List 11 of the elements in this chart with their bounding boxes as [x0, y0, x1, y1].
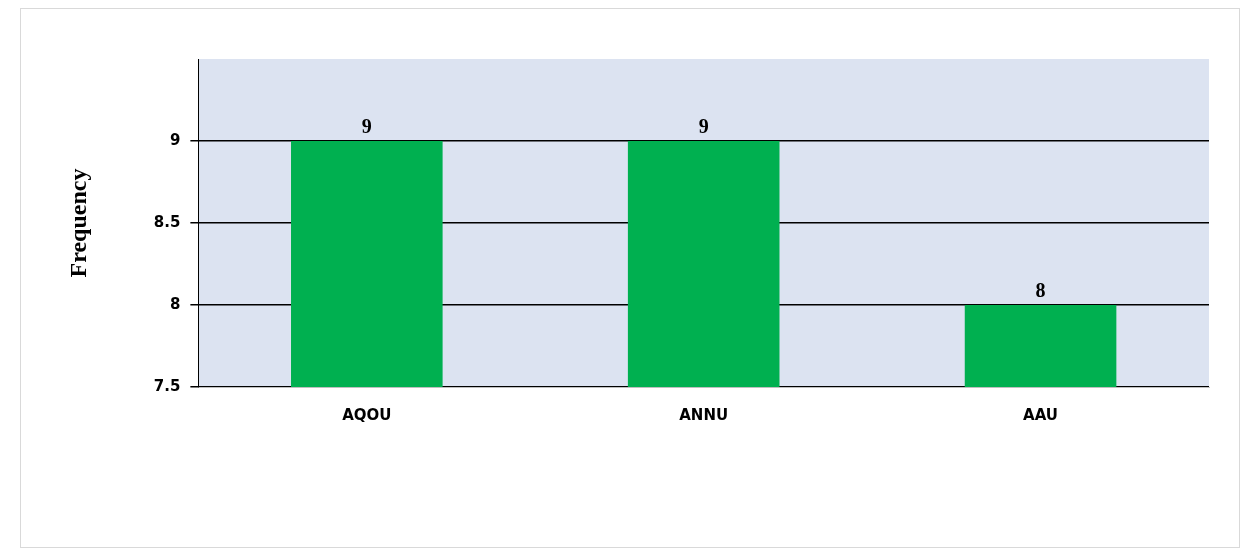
- x-tick-label: AAU: [1023, 405, 1059, 424]
- y-axis-title: Frequency: [64, 168, 91, 278]
- y-tick-label: 8: [169, 294, 181, 313]
- data-label: 9: [698, 115, 709, 138]
- data-label: 8: [1035, 279, 1046, 302]
- y-tick-label: 7.5: [153, 376, 181, 395]
- data-label: 9: [361, 115, 372, 138]
- y-tick-label: 9: [169, 130, 181, 149]
- y-tick-label: 8.5: [153, 212, 181, 231]
- x-tick-label: AQOU: [342, 405, 392, 424]
- x-tick-label: ANNU: [679, 405, 729, 424]
